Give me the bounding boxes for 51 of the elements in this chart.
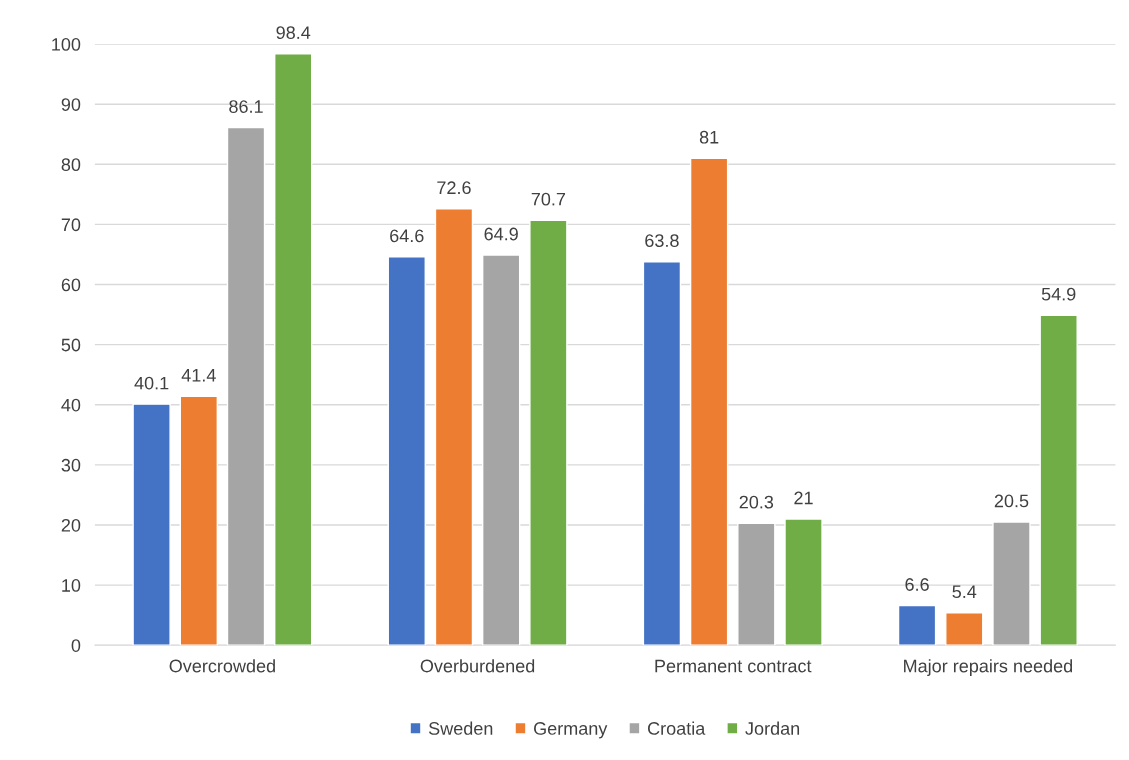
data-label: 72.6 (437, 181, 471, 195)
x-tick-label: Overburdened (420, 659, 535, 673)
y-tick-label: 30 (61, 458, 81, 472)
x-tick-label: Overcrowded (169, 659, 275, 673)
bar (1039, 314, 1078, 646)
y-tick-label: 10 (62, 579, 81, 592)
data-label: 64.6 (390, 229, 424, 243)
bar (737, 522, 776, 646)
legend-label: Jordan (745, 721, 800, 735)
y-tick-label: 90 (61, 98, 81, 111)
bar (529, 219, 568, 646)
y-tick-label: 100 (52, 38, 81, 51)
bar (481, 254, 521, 646)
data-label: 70.7 (531, 192, 566, 206)
y-tick-label: 70 (61, 218, 81, 232)
x-tick-label: Major repairs needed (904, 659, 1073, 676)
y-tick-label: 20 (61, 518, 81, 532)
bar (642, 261, 682, 646)
bar (434, 208, 474, 646)
y-tick-label: 0 (71, 639, 81, 652)
bar (132, 403, 171, 646)
data-label: 98.4 (276, 26, 311, 40)
data-label: 63.8 (645, 234, 679, 248)
bar (274, 53, 313, 646)
bar (689, 157, 729, 646)
y-tick-label: 40 (61, 398, 81, 412)
bar (945, 612, 984, 646)
bar (992, 521, 1031, 646)
data-label: 20.5 (994, 494, 1029, 508)
data-label: 41.4 (181, 369, 216, 382)
data-label: 86.1 (229, 100, 263, 113)
legend-label: Sweden (428, 721, 493, 735)
bar (897, 604, 937, 646)
data-label: 54.9 (1041, 287, 1076, 301)
bar (387, 256, 426, 646)
bar (179, 395, 219, 646)
legend-label: Germany (534, 722, 608, 739)
data-label: 20.3 (739, 495, 774, 509)
y-tick-label: 60 (61, 278, 81, 292)
bar (784, 518, 823, 646)
data-label: 21 (794, 491, 813, 505)
data-label: 64.9 (484, 227, 518, 241)
data-label: 40.1 (134, 376, 169, 390)
data-label: 5.4 (952, 585, 977, 599)
x-tick-label: Permanent contract (655, 659, 812, 673)
bar (226, 126, 266, 646)
legend-label: Croatia (647, 721, 706, 735)
y-tick-label: 50 (61, 338, 81, 352)
y-tick-label: 80 (61, 158, 81, 172)
data-label: 6.6 (905, 578, 929, 591)
data-label: 81 (699, 130, 719, 144)
